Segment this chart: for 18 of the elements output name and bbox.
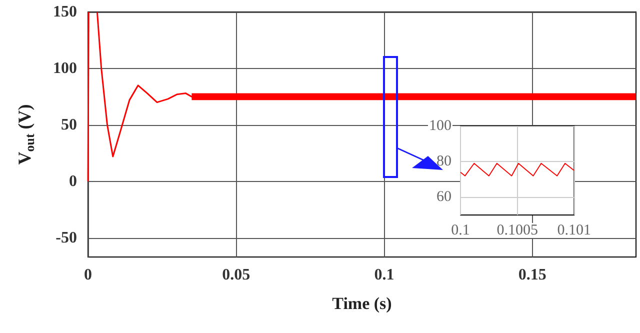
y-tick-label: 50: [61, 116, 77, 134]
line-series: [460, 162, 575, 176]
x-tick-label: 0: [84, 266, 92, 284]
x-tick-label: 0.15: [518, 266, 546, 284]
y-tick-label: 0: [69, 172, 77, 190]
x-tick-label: 0.1005: [496, 222, 538, 238]
x-tick-label: 0.101: [557, 222, 591, 238]
y-tick-label: 80: [436, 154, 452, 170]
y-axis-title: Vout (V): [14, 104, 37, 165]
x-tick-label: 0.05: [222, 266, 250, 284]
y-tick-label: -50: [56, 229, 77, 246]
y-tick-label: 60: [436, 189, 452, 206]
x-tick-label: 0.1: [451, 222, 470, 238]
x-axis-title: Time (s): [332, 294, 392, 313]
y-tick-label: 100: [53, 60, 77, 77]
y-tick-label: 100: [429, 118, 452, 134]
x-tick-label: 0.1: [374, 266, 394, 284]
y-tick-label: 150: [53, 4, 77, 20]
